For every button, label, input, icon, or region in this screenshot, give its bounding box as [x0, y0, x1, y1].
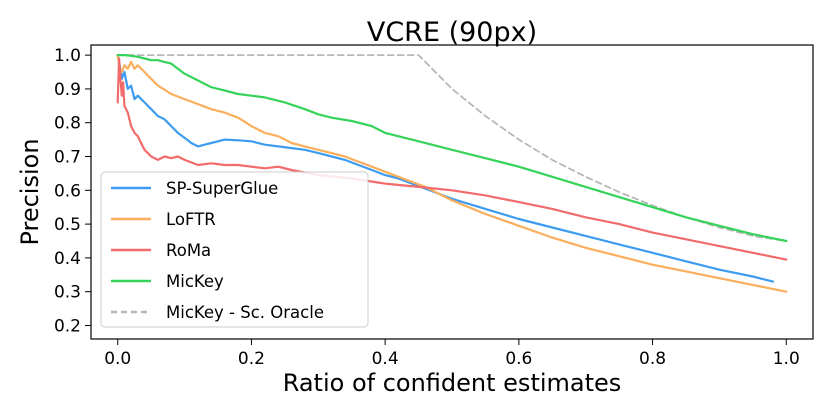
legend-label-roma: RoMa [166, 241, 211, 260]
y-tick-label: 0.8 [54, 114, 81, 134]
x-tick-label: 1.0 [773, 349, 800, 369]
x-tick-label: 0.0 [104, 349, 131, 369]
series-line-mickey [116, 53, 788, 243]
plot-area [90, 44, 814, 340]
x-tick-label: 0.2 [238, 349, 265, 369]
x-axis-label: Ratio of confident estimates [283, 369, 622, 397]
y-tick-label: 0.6 [54, 181, 81, 201]
series-line-mickey-sc-oracle [116, 54, 788, 242]
x-tick-label: 0.6 [505, 349, 532, 369]
y-tick-label: 0.2 [54, 316, 81, 336]
legend-label-mickey-sc-oracle: MicKey - Sc. Oracle [166, 303, 324, 322]
x-tick-label: 0.8 [639, 349, 666, 369]
series-line-loftr [116, 53, 788, 293]
series-line-sp-superglue [116, 53, 775, 283]
legend-label-mickey: MicKey [166, 272, 224, 291]
y-tick-label: 0.9 [54, 80, 81, 100]
legend-label-loftr: LoFTR [166, 210, 216, 229]
x-tick-label: 0.4 [372, 349, 399, 369]
y-tick-label: 0.7 [54, 148, 81, 168]
y-tick-label: 0.4 [54, 249, 81, 269]
y-tick-label: 0.3 [54, 283, 81, 303]
y-tick-label: 1.0 [54, 46, 81, 66]
y-axis-label: Precision [16, 138, 44, 245]
legend-frame [100, 171, 369, 328]
series-line-roma [116, 57, 788, 261]
legend: SP-SuperGlue LoFTR RoMa MicKey MicKey - Sc. … [100, 171, 369, 328]
y-tick-label: 0.5 [54, 215, 81, 235]
chart-title: VCRE (90px) [367, 17, 537, 48]
legend-label-sp-superglue: SP-SuperGlue [166, 179, 278, 198]
